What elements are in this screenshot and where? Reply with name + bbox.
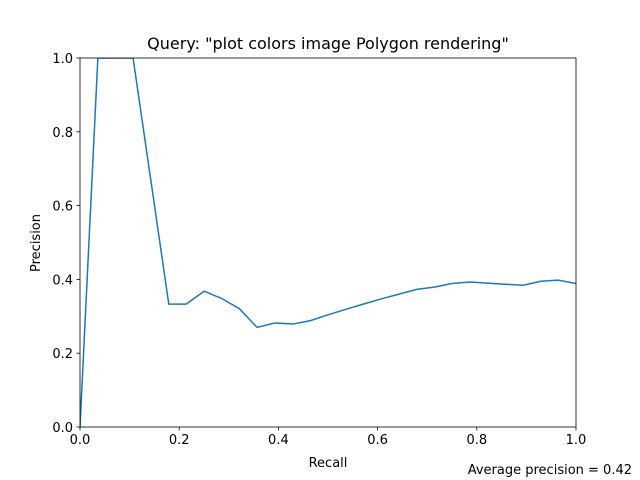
x-tick-label: 0.6 [367, 433, 388, 448]
x-axis-label: Recall [309, 456, 348, 471]
x-tick-label: 0.2 [169, 433, 190, 448]
y-tick-label: 0.8 [52, 126, 73, 141]
average-precision-annotation: Average precision = 0.42 [468, 463, 632, 478]
plot-frame [79, 57, 577, 428]
y-tick-label: 0.2 [52, 347, 73, 362]
y-tick-label: 0.0 [52, 421, 73, 436]
y-tick-label: 1.0 [52, 52, 73, 67]
y-tick-label: 0.6 [52, 200, 73, 215]
chart-title: Query: "plot colors image Polygon render… [147, 34, 509, 53]
x-tick-label: 0.0 [70, 433, 91, 448]
x-tick-label: 0.8 [466, 433, 487, 448]
x-tick-label: 0.4 [268, 433, 289, 448]
series-line-0 [80, 58, 576, 427]
y-tick-label: 0.4 [52, 273, 73, 288]
x-tick-label: 1.0 [566, 433, 587, 448]
y-axis-label: Precision [29, 214, 44, 272]
plot-area: 0.0 0.2 0.4 0.6 0.8 1.0 0.0 0.2 0.4 0.6 0.8 1.0 [52, 52, 586, 448]
